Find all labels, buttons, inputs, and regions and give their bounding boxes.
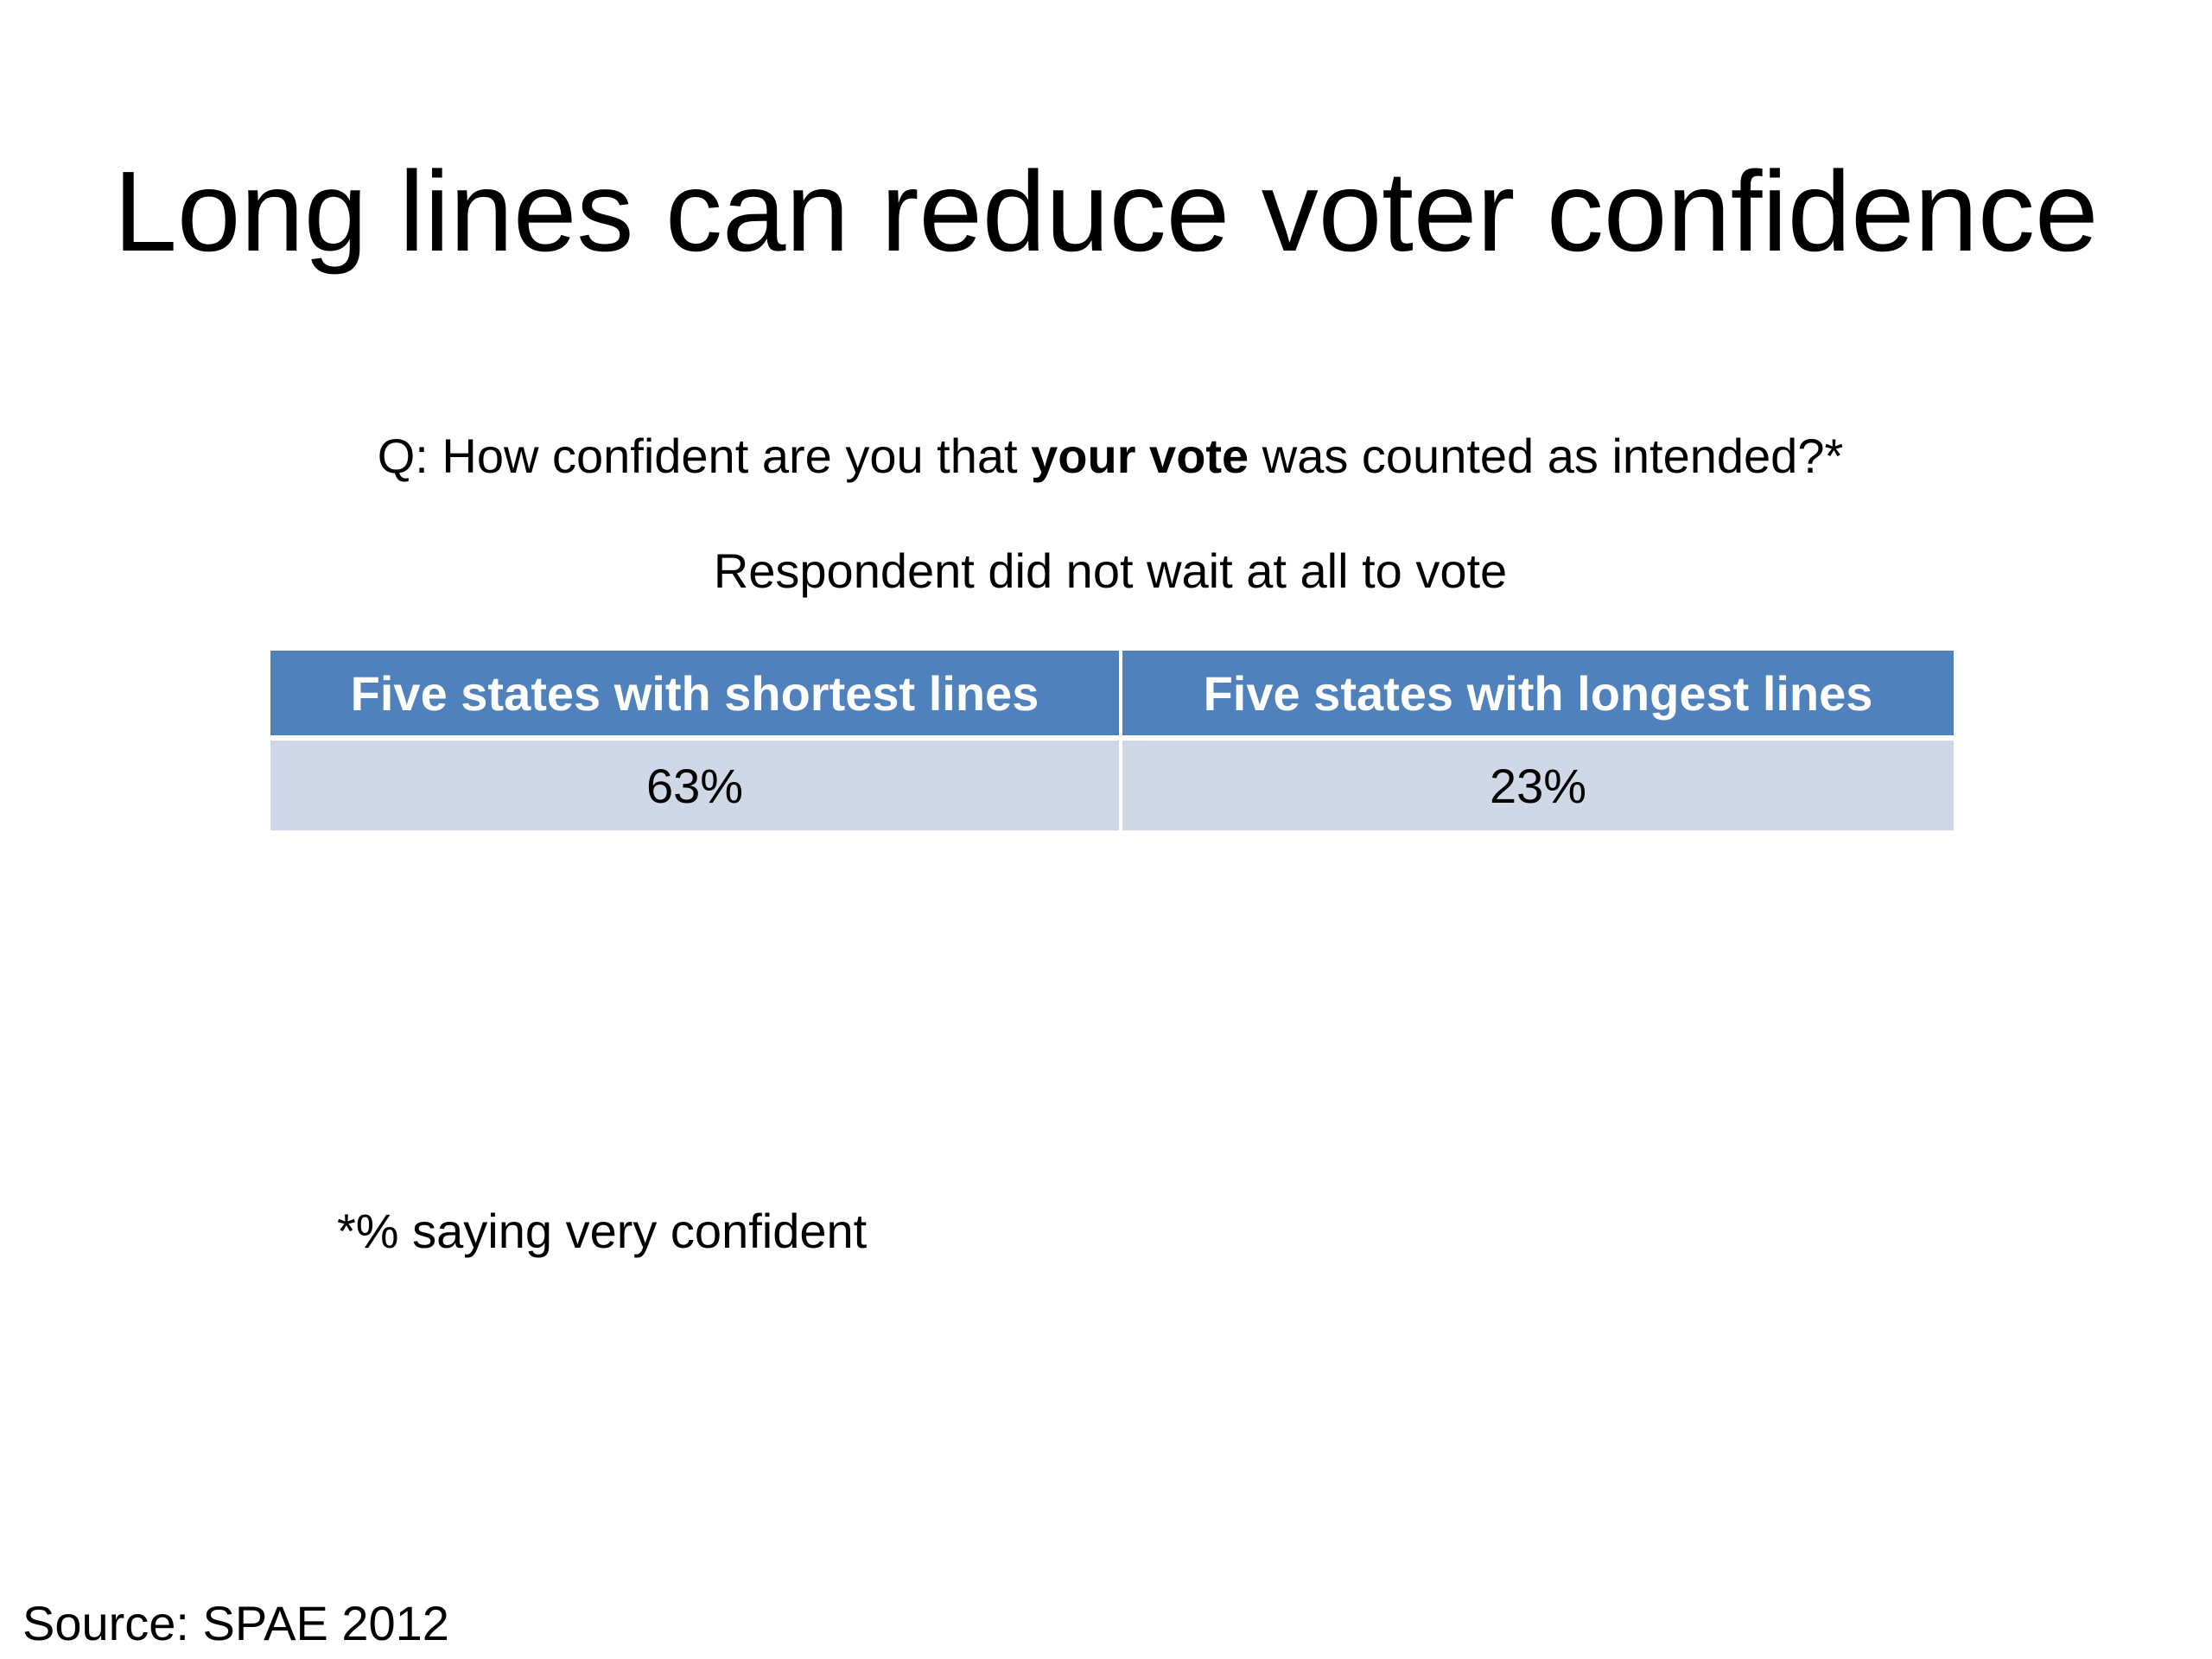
question-emphasis: your vote bbox=[1031, 429, 1249, 483]
source-citation: Source: SPAE 2012 bbox=[22, 1596, 449, 1650]
question-prefix: Q: How confident are you that bbox=[377, 429, 1032, 483]
value-longest-lines: 23% bbox=[1119, 735, 1954, 830]
slide-title: Long lines can reduce voter confidence bbox=[113, 148, 2099, 275]
value-shortest-lines: 63% bbox=[270, 735, 1121, 830]
table-header-row: Five states with shortest lines Five sta… bbox=[270, 651, 1954, 738]
header-longest-lines: Five states with longest lines bbox=[1119, 651, 1954, 738]
table-row: 63% 23% bbox=[270, 735, 1954, 830]
results-table: Five states with shortest lines Five sta… bbox=[270, 651, 1954, 830]
header-shortest-lines: Five states with shortest lines bbox=[270, 651, 1121, 738]
table-subtitle: Respondent did not wait at all to vote bbox=[713, 543, 1508, 598]
survey-question: Q: How confident are you that your vote … bbox=[0, 422, 2212, 491]
footnote: *% saying very confident bbox=[337, 1204, 868, 1258]
question-suffix: was counted as intended?* bbox=[1249, 429, 1844, 483]
